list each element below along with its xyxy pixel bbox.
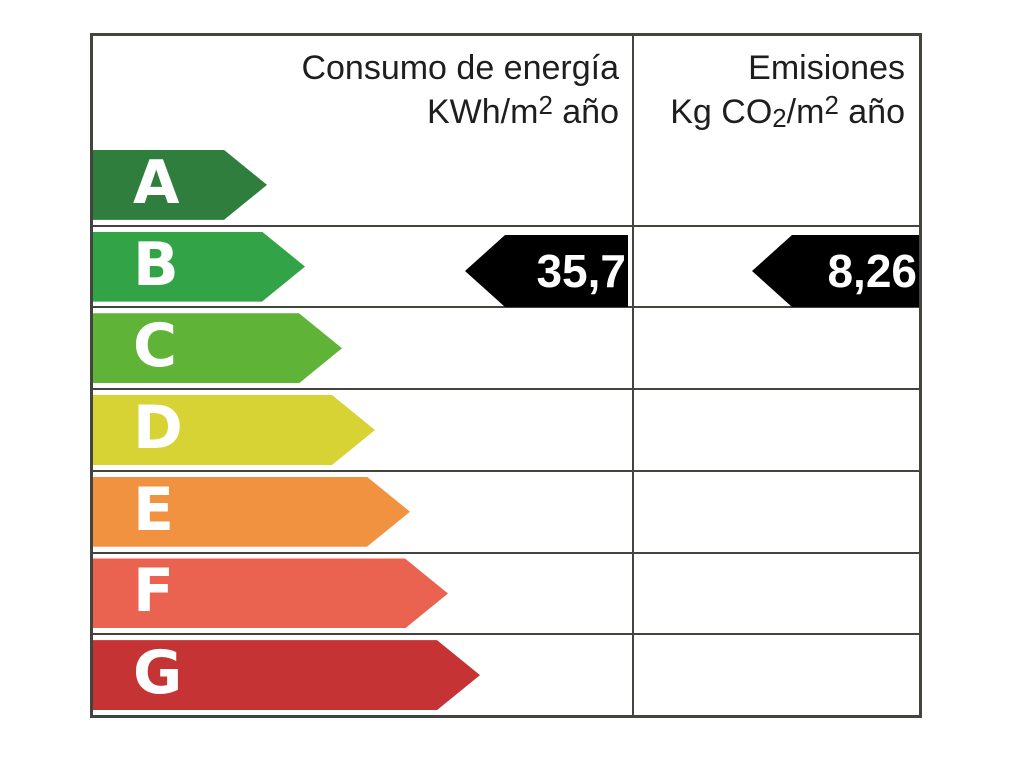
rating-arrow-a: A <box>93 150 267 220</box>
consumption-title: Consumo de energía <box>301 48 619 87</box>
rating-table: Consumo de energía KWh/m2 año Emisiones … <box>90 33 922 718</box>
rating-letter: C <box>133 311 178 382</box>
rating-arrow-c: C <box>93 313 342 383</box>
rating-letter: G <box>133 638 183 709</box>
rating-rows: A B C D E <box>93 145 919 715</box>
rating-row-g: G <box>93 633 919 715</box>
emissions-value-marker: 8,26 <box>752 235 919 307</box>
consumption-value: 35,7 <box>536 245 626 297</box>
rating-row-e: E <box>93 469 919 552</box>
header-cell-consumption: Consumo de energía KWh/m2 año <box>93 36 634 145</box>
rating-row-b: B <box>93 224 919 307</box>
rating-arrow-e: E <box>93 477 410 547</box>
emissions-title: Emisiones <box>748 48 905 87</box>
emissions-value: 8,26 <box>827 245 917 297</box>
rating-letter: D <box>133 393 183 464</box>
consumption-unit: KWh/m2 año <box>426 91 619 131</box>
rating-row-d: D <box>93 388 919 470</box>
emissions-unit: Kg CO2/m2 año <box>670 91 905 134</box>
rating-arrow-d: D <box>93 395 375 465</box>
rating-arrow-g: G <box>93 640 480 710</box>
header-cell-emissions: Emisiones Kg CO2/m2 año <box>634 36 919 145</box>
column-divider <box>632 36 634 715</box>
rating-letter: F <box>133 556 174 627</box>
rating-letter: A <box>133 147 180 218</box>
rating-row-c: C <box>93 306 919 388</box>
rating-letter: E <box>133 474 174 545</box>
rating-arrow-b: B <box>93 232 305 302</box>
consumption-value-marker: 35,7 <box>465 235 628 307</box>
rating-letter: B <box>133 229 179 300</box>
rating-row-a: A <box>93 145 919 225</box>
rating-row-f: F <box>93 551 919 634</box>
table-header: Consumo de energía KWh/m2 año Emisiones … <box>93 36 919 145</box>
rating-arrow-f: F <box>93 558 448 628</box>
